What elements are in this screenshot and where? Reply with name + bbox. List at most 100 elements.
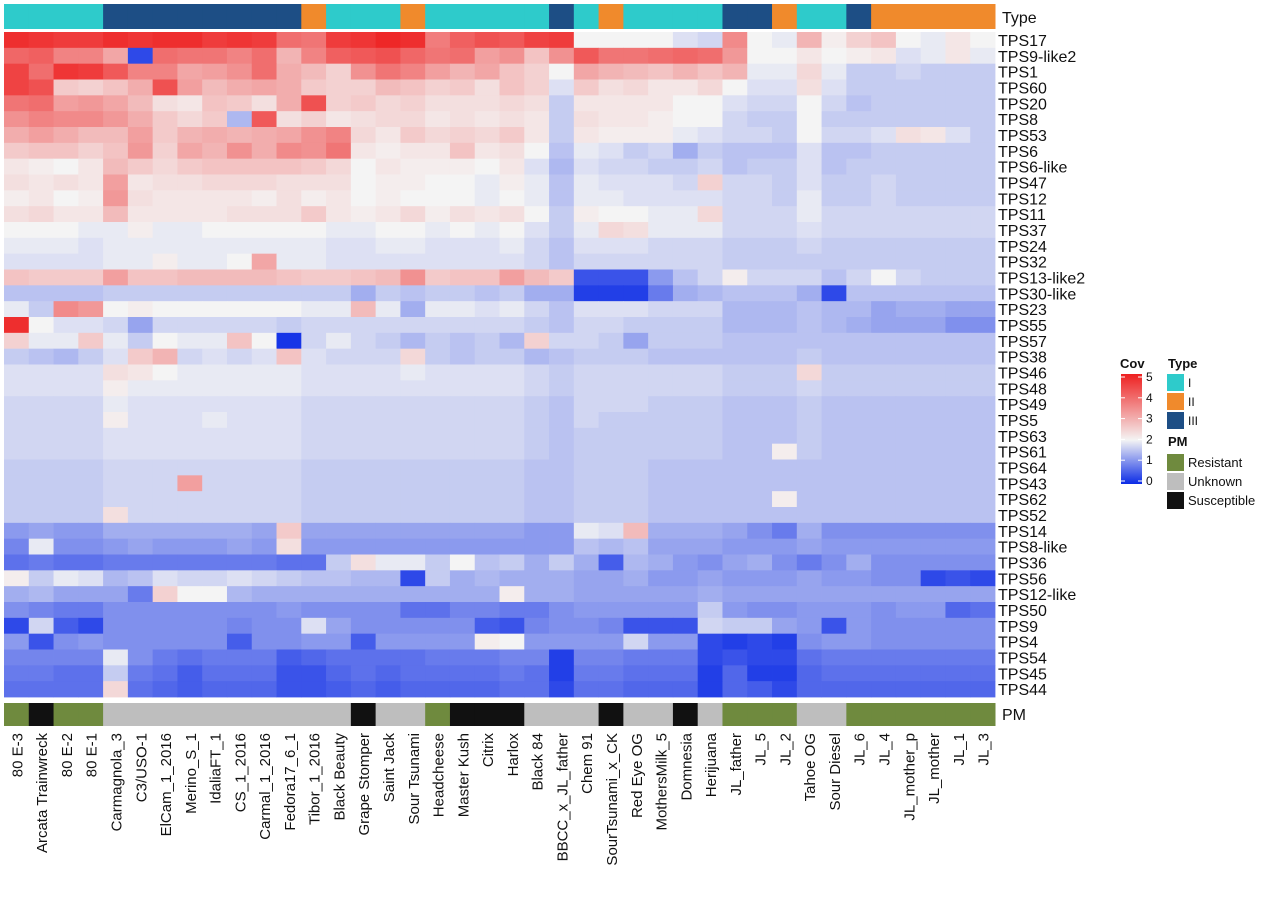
heatmap-cell [970, 269, 996, 286]
heatmap-cell [945, 665, 971, 682]
heatmap-cell [920, 95, 946, 112]
heatmap-cell [524, 237, 550, 255]
heatmap-cell [4, 491, 30, 508]
heatmap-cell [251, 174, 277, 191]
heatmap-cell [474, 570, 500, 587]
heatmap-cell [53, 570, 79, 587]
heatmap-cell [846, 380, 872, 397]
heatmap-cell [103, 681, 129, 698]
heatmap-cell [152, 79, 178, 96]
heatmap-cell [524, 633, 550, 650]
heatmap-cell [375, 649, 401, 666]
heatmap-cell [772, 491, 798, 508]
pm-track-cell [722, 703, 748, 726]
heatmap-cell [177, 32, 203, 49]
heatmap-cell [672, 633, 699, 650]
heatmap-cell [895, 32, 922, 49]
type-legend-title: Type [1168, 356, 1197, 371]
heatmap-cell [598, 47, 624, 65]
heatmap-cell [4, 522, 30, 540]
heatmap-cell [871, 665, 897, 682]
heatmap-cell [499, 522, 525, 540]
heatmap-cell [623, 491, 649, 508]
heatmap-cell [747, 174, 773, 191]
cov-tick-label: 2 [1146, 432, 1153, 446]
heatmap-cell [871, 522, 897, 540]
heatmap-cell [449, 142, 476, 160]
heatmap-cell [871, 649, 897, 666]
row-label: TPS63 [998, 429, 1047, 446]
heatmap-cell [425, 269, 451, 286]
heatmap-cell [375, 554, 401, 571]
heatmap-cell [276, 142, 302, 160]
heatmap-cell [276, 332, 302, 350]
heatmap-cell [846, 427, 872, 445]
pm-track-cell [549, 703, 575, 726]
pm-track-cell [276, 703, 302, 726]
heatmap-cell [202, 538, 228, 555]
heatmap-cell [648, 443, 674, 460]
row-label: TPS5 [998, 413, 1038, 430]
row-label: TPS62 [998, 492, 1047, 509]
heatmap-cell [53, 538, 79, 555]
heatmap-cell [474, 649, 500, 666]
heatmap-cell [747, 427, 773, 445]
pm-track-cell [970, 703, 996, 726]
heatmap-cell [425, 222, 451, 239]
heatmap-cell [375, 95, 401, 112]
heatmap-cell [326, 459, 352, 476]
heatmap-cell [276, 222, 302, 239]
heatmap-cell [920, 475, 946, 492]
heatmap-cell [28, 301, 54, 318]
heatmap-cell [251, 158, 277, 175]
heatmap-cell [226, 443, 253, 460]
heatmap-cell [202, 570, 228, 587]
heatmap-cell [796, 95, 822, 112]
heatmap-cell [945, 380, 971, 397]
heatmap-cell [202, 285, 228, 302]
heatmap-cell [350, 111, 377, 128]
heatmap-cell [970, 396, 996, 413]
heatmap-cell [449, 190, 476, 207]
heatmap-cell [524, 269, 550, 286]
heatmap-cell [747, 79, 773, 96]
heatmap-cell [499, 554, 525, 571]
heatmap-cell [945, 538, 971, 555]
heatmap-cell [598, 617, 624, 635]
heatmap-cell [970, 285, 996, 302]
heatmap-cell [499, 681, 525, 698]
heatmap-cell [375, 443, 401, 460]
heatmap-cell [623, 317, 649, 334]
heatmap-cell [499, 649, 525, 666]
heatmap-cell [276, 174, 302, 191]
heatmap-cell [28, 348, 54, 365]
heatmap-cell [152, 32, 178, 49]
heatmap-cell [846, 443, 872, 460]
heatmap-cell [846, 269, 872, 286]
heatmap-cell [796, 459, 822, 476]
heatmap-cell [871, 95, 897, 112]
heatmap-cell [301, 633, 327, 650]
heatmap-cell [697, 633, 723, 650]
heatmap-cell [945, 63, 971, 80]
heatmap-cell [945, 459, 971, 476]
heatmap-cell [4, 412, 30, 429]
heatmap-cell [425, 649, 451, 666]
heatmap-cell [945, 32, 971, 49]
column-label: C3/USO-1 [133, 733, 150, 802]
row-label: TPS23 [998, 302, 1047, 319]
heatmap-cell [895, 127, 922, 144]
heatmap-cell [326, 380, 352, 397]
heatmap-cell [103, 649, 129, 666]
heatmap-cell [400, 269, 426, 286]
heatmap-cell [697, 190, 723, 207]
type-track-cell [226, 4, 253, 29]
heatmap-cell [152, 412, 178, 429]
heatmap-cell [871, 364, 897, 381]
heatmap-cell [871, 507, 897, 524]
heatmap-cell [425, 443, 451, 460]
heatmap-cell [772, 174, 798, 191]
heatmap-cell [722, 190, 748, 207]
heatmap-cell [301, 491, 327, 508]
